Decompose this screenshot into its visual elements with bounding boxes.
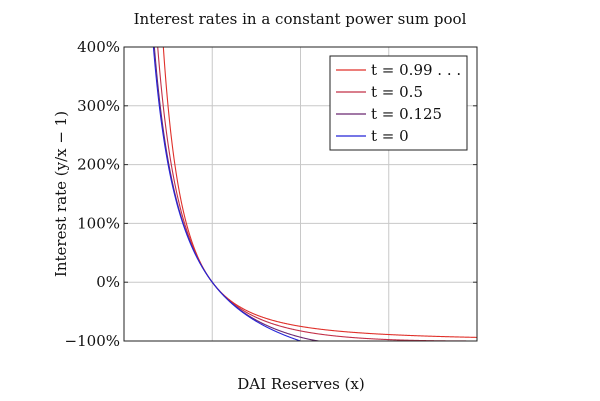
legend: t = 0.99 . . . t = 0.5 t = 0.125 t = 0	[329, 55, 468, 151]
y-tick-label: 400%	[77, 38, 120, 56]
legend-box	[329, 55, 468, 151]
x-axis-label: DAI Reserves (x)	[237, 375, 364, 393]
series-line	[162, 47, 477, 338]
series-line	[157, 47, 477, 341]
y-tick-label: −100%	[65, 332, 120, 350]
series-line	[152, 47, 301, 341]
plot-frame	[123, 46, 478, 342]
y-tick-label: 300%	[77, 97, 120, 115]
legend-label: t = 0.125	[371, 105, 442, 123]
y-tick-label: 0%	[96, 273, 120, 291]
legend-label: t = 0	[371, 127, 409, 145]
y-axis-label: Interest rate (y/x − 1)	[52, 111, 70, 277]
legend-label: t = 0.99 . . .	[371, 61, 461, 79]
chart-title: Interest rates in a constant power sum p…	[134, 10, 467, 28]
y-tick-label: 100%	[77, 214, 120, 232]
y-tick-label: 200%	[77, 156, 120, 174]
legend-label: t = 0.5	[371, 83, 423, 101]
